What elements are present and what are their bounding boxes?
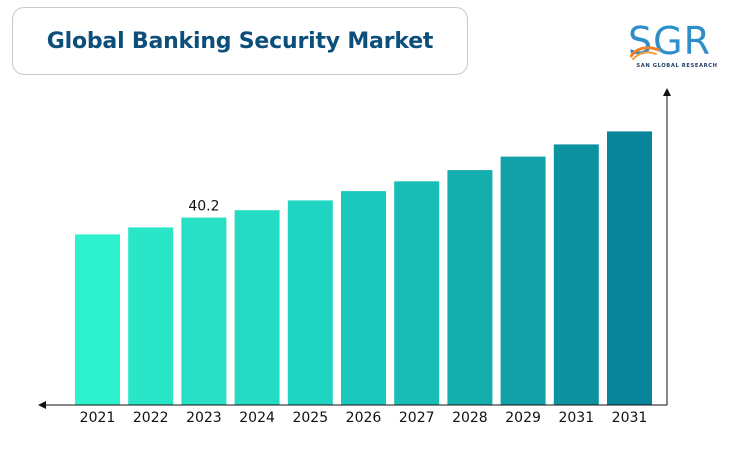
logo-swoosh-icon [630, 46, 660, 60]
bar-2023 [181, 217, 227, 405]
bar-2024 [234, 210, 280, 405]
bar-2028 [447, 170, 493, 405]
chart-title: Global Banking Security Market [46, 28, 434, 54]
bar-2031 [607, 131, 652, 405]
x-tick-label: 2023 [186, 410, 222, 426]
logo-letters: SGR [628, 19, 711, 63]
x-tick-label: 2029 [505, 410, 541, 426]
x-tick-label: 2031 [558, 410, 594, 426]
x-tick-label: 2027 [399, 410, 435, 426]
bar-2021 [75, 234, 120, 405]
data-label: 40.2 [188, 199, 219, 215]
bar-2025 [287, 200, 333, 405]
x-tick-label: 2024 [239, 410, 275, 426]
bar-2027 [394, 181, 440, 405]
x-tick-label: 2028 [452, 410, 488, 426]
logo-subtitle: SAN GLOBAL RESEARCH [636, 63, 718, 69]
bar-2031 [553, 144, 599, 405]
bar-2026 [341, 191, 386, 405]
x-tick-label: 2025 [292, 410, 328, 426]
x-tick-label: 2026 [346, 410, 382, 426]
x-tick-label: 2031 [612, 410, 648, 426]
x-tick-label: 2021 [80, 410, 116, 426]
sgr-logo: SGR SAN GLOBAL RESEARCH [628, 20, 724, 76]
x-tick-label: 2022 [133, 410, 169, 426]
title-box: Global Banking Security Market [12, 7, 468, 75]
bar-2029 [500, 156, 546, 405]
bar-2022 [128, 227, 174, 405]
